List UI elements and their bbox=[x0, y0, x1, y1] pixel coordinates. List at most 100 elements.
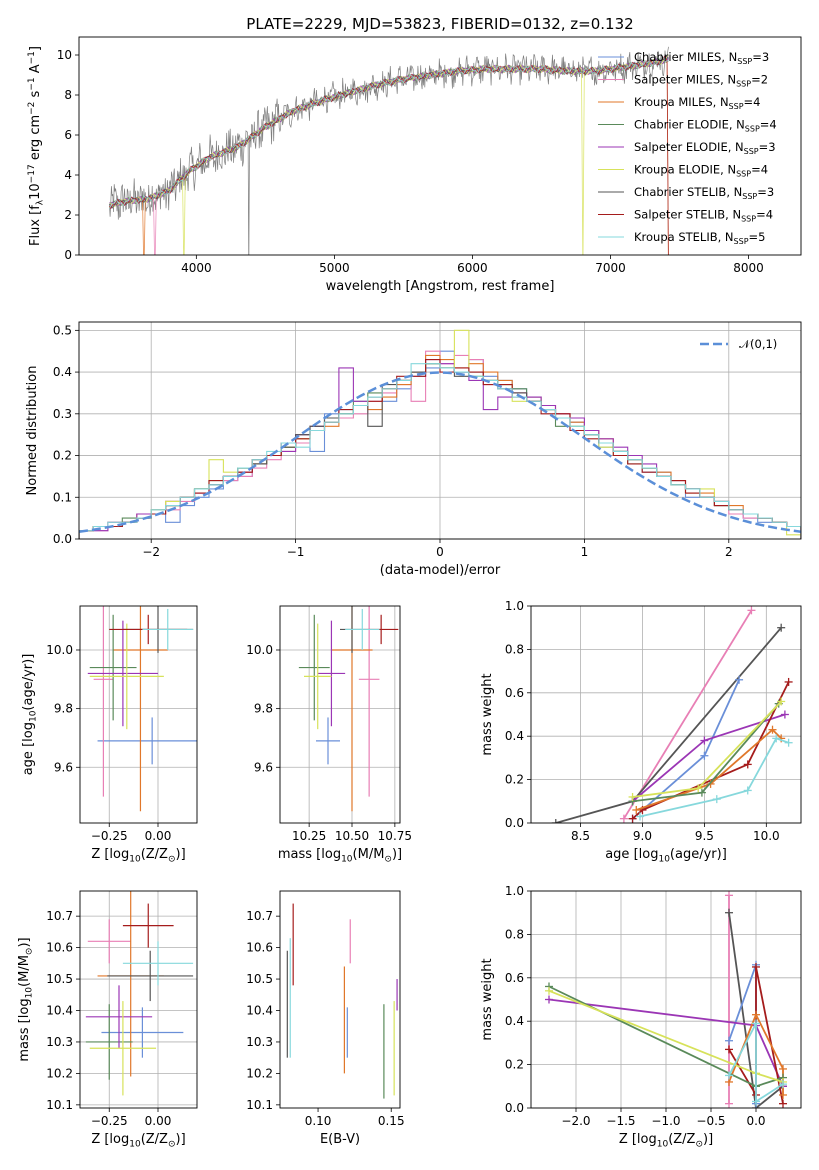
mass-vs-reddening-panel: 0.10 0.15 10.1 10.2 10.3 10.4 10.5 10.6 10.7 E(B-… bbox=[246, 890, 405, 1147]
mass-weight-vs-age-panel: 8.5 9.0 9.5 10.0 0.0 0.2 0.4 0.6 0.8 1.0 age [log1… bbox=[480, 599, 802, 864]
y-tick-label: 1.0 bbox=[505, 599, 524, 613]
x-axis-label: Z [log10​(Z/Z⊙​)] bbox=[91, 847, 185, 864]
x-axis-label: age [log10​(age/yr)] bbox=[605, 847, 727, 864]
y-tick-label: 10.6 bbox=[246, 941, 273, 955]
mass-weight-marker bbox=[725, 1071, 733, 1080]
mass-weight-marker bbox=[735, 675, 744, 684]
age-vs-metallicity-panel: −0.25 0.00 9.6 9.8 10.0 Z [log10​(Z/Z⊙​)] age … bbox=[21, 605, 198, 864]
mass-weight-marker bbox=[743, 786, 752, 795]
y-axis-label: mass [log10​(M/M⊙​)] bbox=[17, 937, 34, 1061]
x-tick-label: 0 bbox=[436, 545, 444, 559]
age-vs-mass-panel: 10.25 10.50 10.75 9.6 9.8 10.0 mass [log10​(M/… bbox=[246, 605, 412, 864]
x-tick-label: 2 bbox=[725, 545, 733, 559]
mass-weight-marker bbox=[700, 736, 709, 745]
y-tick-label: 10.7 bbox=[46, 909, 73, 923]
x-tick-label: 0.0 bbox=[746, 1114, 765, 1128]
histogram-legend: 𝒩(0,1) bbox=[700, 337, 777, 351]
y-tick-label: 10.2 bbox=[46, 1066, 73, 1080]
error-bar-point bbox=[87, 620, 158, 727]
error-bar-point bbox=[89, 1001, 157, 1096]
y-tick-label: 0.6 bbox=[505, 686, 524, 700]
axes-frame bbox=[79, 890, 198, 1109]
y-tick-label: 10.4 bbox=[46, 1004, 73, 1018]
plot-area bbox=[79, 329, 801, 539]
y-tick-label: 0.6 bbox=[505, 971, 524, 985]
y-tick-label: 9.6 bbox=[54, 760, 73, 774]
error-bar-point bbox=[101, 1007, 184, 1058]
spectrum-legend: Chabrier MILES, NSSP​=3 Salpeter MILES, N… bbox=[598, 50, 777, 246]
y-tick-label: 0 bbox=[64, 248, 72, 262]
y-tick-label: 10.3 bbox=[246, 1035, 273, 1049]
mass-weight-marker bbox=[725, 1099, 733, 1108]
figure-title: PLATE=2229, MJD=53823, FIBERID=0132, z=0… bbox=[246, 15, 633, 33]
x-tick-label: 10.75 bbox=[378, 829, 412, 843]
y-tick-label: 10.3 bbox=[46, 1035, 73, 1049]
mass-weight-marker bbox=[779, 1090, 787, 1099]
y-tick-label: 9.8 bbox=[54, 702, 73, 716]
x-axis-label: Z [log10​(Z/Z⊙​)] bbox=[91, 1132, 185, 1149]
x-tick-label: −1 bbox=[287, 545, 305, 559]
axes-frame bbox=[279, 605, 401, 824]
legend-label: Chabrier ELODIE, NSSP​=4 bbox=[634, 118, 777, 134]
mass-weight-marker bbox=[747, 606, 756, 615]
x-axis-label: E(B-V) bbox=[320, 1132, 360, 1147]
mass-weight-marker bbox=[768, 725, 777, 734]
plot-area bbox=[109, 46, 669, 255]
error-bar-point bbox=[97, 717, 197, 765]
y-tick-label: 4 bbox=[64, 168, 72, 182]
mass-weight-marker bbox=[777, 623, 786, 632]
mass-weight-marker bbox=[777, 697, 786, 706]
y-tick-label: 0.5 bbox=[53, 323, 72, 337]
x-tick-label: 0.00 bbox=[145, 829, 172, 843]
error-bar-point bbox=[93, 606, 114, 797]
mass-weight-marker bbox=[780, 710, 789, 719]
x-tick-label: −2.0 bbox=[561, 1114, 590, 1128]
error-bar-point bbox=[345, 608, 380, 650]
mass-weight-marker bbox=[545, 986, 553, 995]
error-bar-point bbox=[122, 941, 194, 986]
mass-weight-marker bbox=[712, 795, 721, 804]
mass-weight-marker bbox=[784, 677, 793, 686]
x-axis-label: Z [log10​(Z/Z⊙​)] bbox=[619, 1132, 713, 1149]
y-axis-label: Flux [fλ​10−17​ erg cm−2​ s−1​ A−1​] bbox=[27, 46, 45, 246]
axes-frame bbox=[79, 605, 198, 824]
y-tick-label: 2 bbox=[64, 208, 72, 222]
mass-weight-marker bbox=[784, 738, 793, 747]
error-bar-point bbox=[85, 985, 153, 1049]
y-tick-label: 0.0 bbox=[505, 1101, 524, 1115]
legend-label: Kroupa MILES, NSSP​=4 bbox=[634, 95, 760, 111]
plot-area bbox=[85, 891, 194, 1096]
mass-weight-marker bbox=[752, 1019, 760, 1028]
mass-weight-series-line bbox=[623, 609, 753, 820]
x-axis-label: mass [log10​(M/M⊙​)] bbox=[278, 847, 402, 864]
legend-label: Salpeter MILES, NSSP​=2 bbox=[634, 73, 768, 89]
y-tick-label: 0.0 bbox=[53, 532, 72, 546]
x-axis-label: wavelength [Angstrom, rest frame] bbox=[326, 279, 555, 294]
mass-weight-marker bbox=[628, 814, 637, 823]
error-bar-point bbox=[317, 620, 346, 727]
mass-weight-marker bbox=[635, 812, 644, 821]
x-tick-label: 9.5 bbox=[695, 829, 714, 843]
error-bar-point bbox=[113, 606, 168, 812]
model-spectrum-line bbox=[109, 56, 669, 209]
x-axis-label: (data-model)/error bbox=[380, 563, 501, 578]
y-axis-label: mass weight bbox=[480, 958, 495, 1040]
x-tick-label: 9.0 bbox=[633, 829, 652, 843]
mass-weight-marker bbox=[779, 1080, 787, 1089]
mass-weight-marker bbox=[752, 962, 760, 971]
y-tick-label: 10.4 bbox=[246, 1004, 273, 1018]
y-tick-label: 0.8 bbox=[505, 642, 524, 656]
y-tick-label: 0.2 bbox=[53, 449, 72, 463]
error-bar-point bbox=[298, 614, 330, 721]
y-tick-label: 1.0 bbox=[505, 884, 524, 898]
legend-label: Salpeter STELIB, NSSP​=4 bbox=[634, 208, 773, 224]
mass-weight-marker bbox=[628, 792, 637, 801]
mass-weight-vs-metallicity-panel: −2.0 −1.5 −1.0 −0.5 0.0 0.0 0.2 0.4 0.6 0.8 1.0 Z [… bbox=[480, 884, 802, 1149]
x-tick-label: 6000 bbox=[457, 261, 488, 275]
error-bar-point bbox=[316, 717, 340, 765]
error-bar-point bbox=[87, 919, 131, 964]
y-tick-label: 10.0 bbox=[46, 643, 73, 657]
mass-weight-marker bbox=[545, 995, 553, 1004]
x-tick-label: 10.50 bbox=[335, 829, 369, 843]
